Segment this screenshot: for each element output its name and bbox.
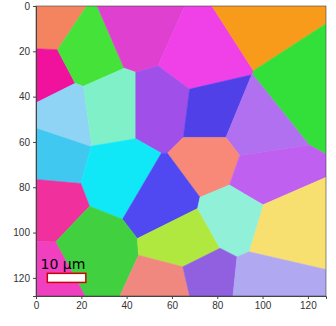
grain	[83, 68, 135, 146]
chart: 0 20 40 60 80 100 120 0 20 40 60 80 100 120 10 μm	[0, 0, 336, 326]
x-tick-label: 100	[255, 300, 272, 311]
y-tick: 20	[19, 46, 36, 57]
y-tick-label: 100	[13, 227, 30, 238]
y-tick-label: 40	[19, 91, 31, 102]
x-tick: 20	[76, 296, 88, 311]
y-tick-mark	[33, 233, 36, 234]
scale-bar	[47, 273, 86, 282]
grain	[226, 74, 309, 155]
plot-frame	[36, 6, 326, 296]
x-tick-label: 120	[300, 300, 317, 311]
y-tick-mark	[33, 278, 36, 279]
x-tick-mark	[172, 296, 173, 299]
y-tick-mark	[33, 6, 36, 7]
y-tick-label: 0	[24, 1, 30, 12]
x-tick-mark	[263, 296, 264, 299]
x-tick: 0	[34, 296, 40, 311]
x-tick: 60	[167, 296, 179, 311]
grain	[120, 255, 190, 296]
grain	[183, 248, 237, 296]
y-tick: 40	[19, 91, 36, 102]
grain	[198, 185, 263, 257]
y-tick-label: 120	[13, 273, 30, 284]
y-tick: 60	[19, 137, 36, 148]
y-axis-line	[33, 7, 37, 297]
y-axis: 0 20 40 60 80 100 120	[13, 1, 36, 297]
x-tick-label: 80	[212, 300, 224, 311]
x-tick-mark	[308, 296, 309, 299]
x-tick-mark	[127, 296, 128, 299]
grains	[36, 6, 326, 296]
grain	[36, 241, 85, 296]
y-tick-mark	[33, 97, 36, 98]
y-tick-mark	[33, 142, 36, 143]
x-tick-label: 60	[167, 300, 179, 311]
y-tick-label: 60	[19, 137, 31, 148]
y-tick-mark	[33, 51, 36, 52]
y-tick-label: 20	[19, 46, 31, 57]
x-tick-mark	[81, 296, 82, 299]
y-tick: 0	[24, 1, 36, 12]
grain	[233, 252, 326, 296]
x-tick: 100	[255, 296, 272, 311]
grain	[36, 128, 91, 183]
x-tick-label: 0	[34, 300, 40, 311]
x-tick: 80	[212, 296, 224, 311]
x-axis-line	[37, 297, 327, 300]
x-tick: 120	[300, 296, 317, 311]
x-tick: 40	[122, 296, 134, 311]
y-tick: 120	[13, 273, 36, 284]
x-tick-label: 40	[122, 300, 134, 311]
y-tick-mark	[33, 187, 36, 188]
y-tick: 80	[19, 182, 36, 193]
x-tick-label: 20	[76, 300, 88, 311]
y-tick-label: 80	[19, 182, 31, 193]
scale-bar-label: 10 μm	[41, 256, 86, 272]
x-tick-mark	[217, 296, 218, 299]
x-axis: 0 20 40 60 80 100 120	[34, 296, 327, 311]
y-tick: 100	[13, 227, 36, 238]
plot: 0 20 40 60 80 100 120 0 20 40 60 80 100 120 10 μm	[13, 1, 326, 311]
